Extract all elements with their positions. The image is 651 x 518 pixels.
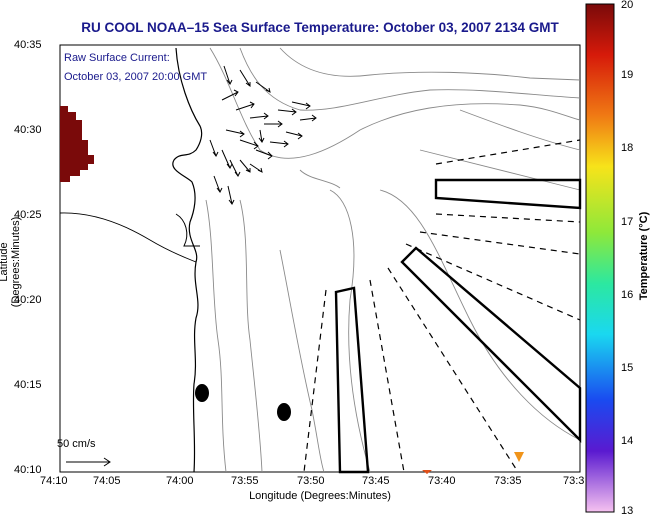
xtick: 74:05: [93, 475, 121, 487]
bathymetry-contours: [205, 47, 581, 473]
ytick: 40:20: [14, 294, 42, 306]
xtick: 73:55: [231, 475, 259, 487]
ytick: 40:15: [14, 379, 42, 391]
xtick: 73:50: [297, 475, 325, 487]
scale-label: 50 cm/s: [57, 438, 96, 450]
buoy-marker: [277, 403, 291, 421]
ytick: 40:30: [14, 124, 42, 136]
coastline: [172, 47, 203, 473]
xtick: 74:00: [166, 475, 194, 487]
colorbar-label: Temperature (°C): [638, 211, 650, 301]
colorbar-tick: 17: [621, 216, 634, 228]
current-title: Raw Surface Current:: [64, 52, 170, 64]
colorbar: [585, 3, 615, 513]
ytick: 40:25: [14, 209, 42, 221]
colorbar-tick: 16: [621, 289, 634, 301]
bay-shore: [59, 212, 197, 263]
scale-arrow: [66, 457, 111, 467]
xtick: 73:35: [494, 475, 522, 487]
buoy-marker: [195, 384, 209, 402]
map-title: RU COOL NOAA–15 Sea Surface Temperature:…: [81, 20, 559, 35]
map-frame: [59, 44, 581, 473]
y-axis-label: Latitude (Degrees:Minutes): [0, 216, 22, 308]
current-vectors: [209, 65, 317, 205]
sst-marker: [422, 470, 432, 474]
sst-patch: [60, 106, 94, 182]
colorbar-tick: 19: [621, 69, 634, 81]
x-axis-label: Longitude (Degrees:Minutes): [249, 490, 391, 502]
colorbar-tick: 14: [621, 435, 634, 447]
inlet: [175, 213, 200, 247]
colorbar-tick: 15: [621, 362, 634, 374]
transects: [303, 139, 581, 473]
colorbar-tick: 13: [621, 505, 634, 517]
xtick: 73:45: [362, 475, 390, 487]
ytick: 40:35: [14, 39, 42, 51]
study-boxes: [334, 178, 582, 474]
colorbar-tick: 20: [621, 0, 634, 11]
xtick: 74:10: [40, 475, 68, 487]
sst-marker: [514, 452, 524, 462]
xtick: 73:3: [563, 475, 585, 487]
ytick: 40:10: [14, 464, 42, 476]
current-date: October 03, 2007 20:00 GMT: [64, 71, 208, 83]
xtick: 73:40: [428, 475, 456, 487]
colorbar-tick: 18: [621, 142, 634, 154]
